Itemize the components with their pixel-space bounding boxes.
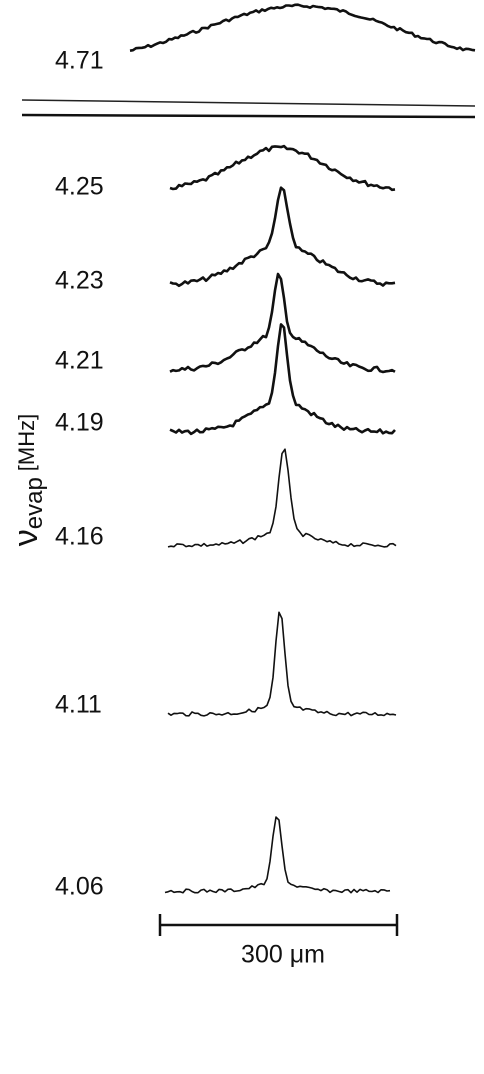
break-line — [21, 113, 476, 119]
trace — [167, 448, 397, 548]
axis-symbol: ν — [7, 529, 45, 546]
trace-label: 4.16 — [55, 523, 104, 551]
trace — [169, 272, 396, 374]
trace-label: 4.06 — [55, 873, 104, 901]
trace — [129, 3, 476, 52]
trace — [167, 611, 397, 717]
trace — [169, 144, 396, 192]
axis-unit: [MHz] — [14, 414, 39, 471]
trace-label: 4.25 — [55, 173, 104, 201]
scale-bar: 300 μm — [158, 914, 399, 969]
trace-label: 4.71 — [55, 47, 104, 75]
trace — [164, 816, 391, 894]
trace — [169, 186, 396, 288]
trace-label: 4.19 — [55, 409, 104, 437]
trace — [169, 323, 396, 436]
trace-label: 4.23 — [55, 267, 104, 295]
axis-label: νevap [MHz] — [7, 414, 48, 547]
axis-subscript: evap — [21, 477, 48, 529]
trace-label: 4.21 — [55, 347, 104, 375]
scale-bar-label: 300 μm — [241, 941, 325, 969]
break-line — [21, 99, 476, 107]
trace-label: 4.11 — [55, 691, 102, 719]
